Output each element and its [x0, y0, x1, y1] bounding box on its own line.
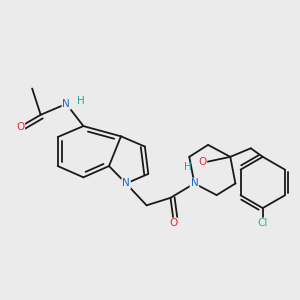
Text: H: H: [184, 162, 191, 172]
Text: O: O: [16, 122, 24, 132]
Text: H: H: [77, 96, 85, 106]
Text: O: O: [170, 218, 178, 229]
Text: N: N: [190, 178, 198, 188]
Text: N: N: [122, 178, 130, 188]
Text: Cl: Cl: [258, 218, 268, 229]
Text: N: N: [62, 99, 70, 109]
Text: O: O: [198, 157, 206, 167]
